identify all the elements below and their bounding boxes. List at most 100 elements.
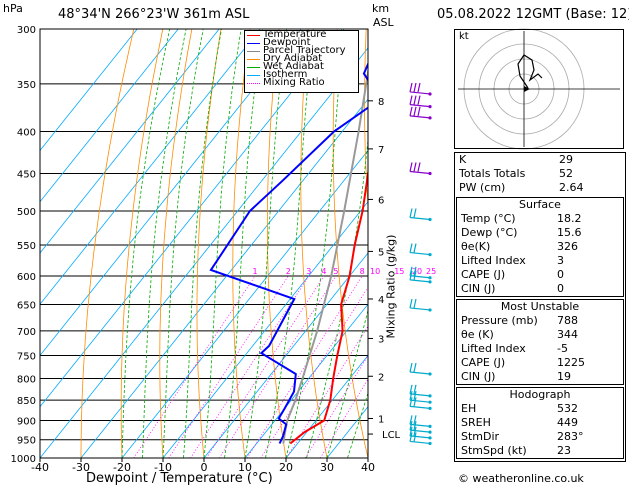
isotherm-line	[285, 354, 368, 458]
wind-barb-dot	[428, 400, 432, 404]
dry-adiabat-line	[80, 29, 135, 458]
km-tick-label: 4	[378, 295, 384, 306]
wind-barb-dot	[428, 92, 432, 96]
wind-barb	[409, 216, 431, 221]
wind-barb-flag	[409, 270, 413, 281]
hodograph-storm-marker	[524, 86, 530, 92]
wind-barb-flag	[417, 82, 421, 93]
isotherm-line	[40, 29, 179, 203]
wind-barb	[409, 170, 431, 175]
wind-barb-flag	[409, 421, 413, 431]
wind-barb-flag	[417, 106, 421, 117]
legend-parcel: Parcel Trajectory	[245, 46, 358, 56]
wind-barb-dot	[428, 171, 432, 176]
mixing-ratio-line	[246, 275, 363, 458]
wind-barb-flag	[413, 432, 417, 442]
most-unstable-section: Most Unstable Pressure (mb) 788 θe (K) 344…	[456, 299, 624, 385]
wind-barb	[409, 405, 431, 409]
hodo-row: SREH 449	[461, 416, 578, 429]
surface-title: Surface	[519, 198, 561, 211]
km-tick-label: 2	[378, 372, 384, 383]
wind-barb-flag	[413, 106, 417, 117]
wind-barb-flag	[413, 270, 417, 281]
x-tick-label: -30	[72, 461, 90, 474]
wind-barb-flag	[409, 362, 413, 373]
wind-barb-flag	[409, 162, 413, 172]
wind-barb-flag	[413, 391, 417, 401]
pressure-tick-label: 1000	[11, 454, 36, 465]
isotherm-line	[162, 201, 368, 458]
wind-barb-dot	[428, 441, 432, 446]
hodograph-trace	[517, 54, 543, 89]
surface-row: CAPE (J) 0	[461, 268, 564, 281]
pressure-tick-label: 750	[17, 351, 36, 362]
mixing-ratio-line	[305, 354, 368, 458]
isotherm-line	[203, 252, 368, 458]
surface-row: Dewp (°C) 15.6	[461, 226, 582, 239]
index-k: K 29	[459, 153, 573, 166]
wind-barb-dot	[428, 105, 432, 109]
legend-temperature: Temperature	[245, 30, 358, 40]
wet-adiabat-line	[326, 308, 368, 458]
wind-barb	[409, 423, 431, 427]
km-tick-label: 7	[378, 145, 384, 156]
x-tick-label: -20	[113, 461, 131, 474]
x-axis-title: Dewpoint / Temperature (°C)	[86, 471, 273, 486]
dry-adiabat-line	[159, 29, 193, 458]
mixing-ratio-label: 5	[333, 267, 338, 276]
wind-barb-dot	[428, 430, 432, 434]
mixing-ratio-label: 8	[360, 267, 365, 276]
mu-row: CAPE (J) 1225	[461, 356, 585, 369]
mixing-ratio-line	[286, 325, 368, 458]
x-tick-label: -40	[31, 461, 49, 474]
mixing-ratio-label: 10	[370, 267, 380, 276]
mu-row: CIN (J) 19	[461, 370, 571, 383]
wind-barb-flag	[409, 266, 413, 276]
pressure-tick-label: 600	[17, 272, 36, 283]
wind-barb-flag	[409, 298, 413, 309]
pressure-tick-label: 500	[17, 207, 36, 218]
wet-adiabat-line	[306, 136, 368, 458]
wind-barb-flag	[417, 95, 421, 105]
pressure-tick-label: 700	[17, 327, 36, 338]
wind-barb	[409, 115, 431, 119]
x-tick-label: 20	[279, 461, 293, 474]
wind-barb-flag	[413, 421, 417, 431]
wind-barb-dot	[428, 424, 432, 428]
wind-barb	[409, 91, 431, 95]
km-label: km	[372, 2, 390, 15]
dry-adiabat-line	[266, 29, 287, 458]
wet-adiabat-line	[183, 29, 222, 458]
wind-barb-flag	[413, 266, 417, 276]
wind-barb	[409, 251, 431, 256]
asl-label: ASL	[373, 16, 394, 29]
wind-barb-flag	[413, 397, 417, 407]
wind-barb-dot	[428, 217, 432, 222]
mu-row: θe (K) 344	[461, 328, 578, 341]
pressure-tick-label: 800	[17, 374, 36, 385]
most-unstable-title: Most Unstable	[500, 300, 580, 313]
pressure-tick-label: 900	[17, 416, 36, 427]
dry-adiabat-line	[300, 29, 328, 458]
mixing-ratio-line	[260, 286, 368, 458]
mixing-ratio-label: 3	[306, 267, 311, 276]
wind-barb	[409, 307, 431, 311]
wind-barb-dot	[428, 406, 432, 410]
mixing-ratio-label: 20	[412, 267, 422, 276]
wind-barb-flag	[409, 426, 413, 436]
hpa-label: hPa	[3, 2, 23, 15]
wind-barb-dot	[428, 252, 432, 257]
surface-row: θe(K) 326	[461, 240, 578, 253]
mixing-ratio-label: 25	[426, 267, 436, 276]
mixing-ratio-axis-title: Mixing Ratio (g/kg)	[384, 234, 398, 339]
dry-adiabat-line	[196, 29, 222, 458]
x-tick-label: 40	[361, 461, 375, 474]
isotherm-line	[244, 303, 368, 458]
dry-adiabat-line	[120, 29, 164, 458]
wind-barb-dot	[428, 436, 432, 440]
legend-isotherm: Isotherm	[245, 70, 358, 80]
mu-row: Lifted Index -5	[461, 342, 568, 355]
wind-barb-dot	[428, 372, 432, 376]
isotherm-line	[40, 29, 343, 408]
wind-barb-flag	[413, 208, 417, 218]
